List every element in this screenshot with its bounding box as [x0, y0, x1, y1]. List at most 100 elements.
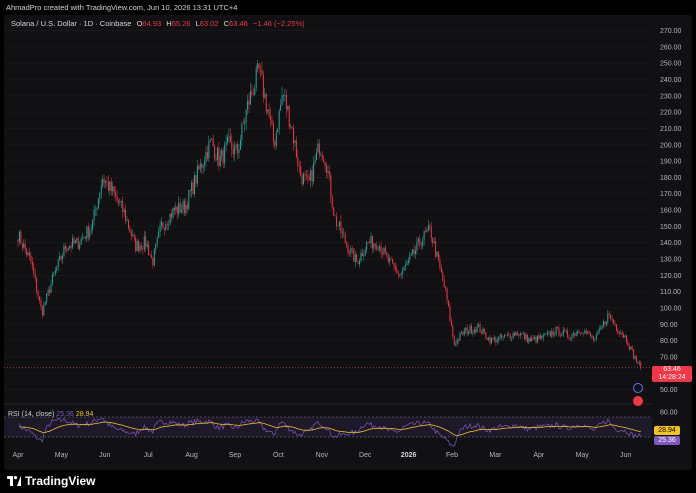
candle-body — [621, 333, 623, 335]
candle-body — [305, 174, 307, 176]
candle-body — [66, 249, 68, 251]
candle-body — [567, 330, 569, 337]
candle-body — [439, 259, 441, 268]
y-tick-label: 240.00 — [660, 77, 682, 84]
candle-body — [33, 266, 35, 274]
candle-body — [152, 257, 154, 266]
candle-body — [575, 333, 577, 336]
candle-body — [79, 244, 81, 249]
alert-icon[interactable] — [633, 383, 643, 393]
countdown-value: 14:28:24 — [658, 374, 686, 381]
candle-body — [36, 278, 38, 292]
candle-body — [409, 255, 411, 260]
candle-body — [54, 270, 56, 274]
candle-body — [83, 237, 85, 238]
candle-body — [508, 334, 510, 335]
candle-body — [212, 138, 214, 147]
candle-body — [389, 258, 391, 262]
candle-body — [514, 333, 516, 336]
rsi-legend[interactable]: RSI (14, close) 25.36 28.94 — [8, 411, 93, 418]
candle-body — [195, 175, 197, 184]
candle-body — [59, 256, 61, 260]
candle-body — [356, 254, 358, 262]
candle-body — [159, 225, 161, 232]
candle-body — [129, 228, 131, 233]
candle-body — [592, 336, 594, 340]
candle-body — [237, 144, 239, 154]
candle-body — [498, 336, 500, 341]
candle-body — [344, 234, 346, 244]
candle-body — [578, 331, 580, 334]
candle-body — [43, 304, 45, 316]
candle-body — [127, 220, 129, 229]
dividend-icon[interactable] — [633, 396, 643, 406]
candle-body — [360, 252, 362, 261]
candle-body — [455, 344, 457, 345]
candle-body — [94, 209, 96, 210]
x-tick-label: Jun — [620, 452, 631, 459]
candle-body — [429, 225, 431, 226]
candle-body — [275, 132, 277, 147]
candle-body — [204, 161, 206, 165]
candle-body — [602, 321, 604, 327]
candle-body — [69, 245, 71, 249]
candle-body — [153, 249, 155, 266]
open-value: 64.93 — [142, 19, 162, 28]
candle-body — [27, 252, 29, 256]
candle-body — [534, 337, 536, 339]
candle-body — [304, 173, 306, 175]
candle-body — [463, 330, 465, 335]
candle-body — [544, 334, 546, 335]
candle-body — [205, 151, 207, 162]
candle-body — [377, 249, 379, 250]
candle-body — [548, 331, 550, 332]
candle-body — [625, 335, 627, 343]
candle-body — [165, 224, 167, 230]
candle-body — [627, 342, 629, 346]
candle-body — [610, 314, 612, 319]
candle-body — [222, 150, 224, 164]
candle-body — [183, 201, 185, 214]
candle-body — [580, 333, 582, 334]
candle-body — [503, 334, 505, 337]
candle-body — [224, 144, 226, 164]
candle-body — [430, 225, 432, 238]
candle-body — [366, 241, 368, 250]
candle-body — [82, 237, 84, 239]
candle-body — [293, 128, 295, 143]
candle-body — [511, 338, 513, 339]
candle-body — [348, 252, 350, 254]
candle-body — [72, 238, 74, 248]
symbol-legend[interactable]: Solana / U.S. Dollar · 1D · Coinbase O64… — [11, 19, 305, 28]
candle-body — [420, 244, 422, 246]
candle-body — [598, 328, 600, 334]
price-grid — [4, 30, 652, 390]
candle-body — [414, 250, 416, 254]
candle-body — [132, 234, 134, 237]
candle-body — [528, 338, 530, 343]
candle-body — [524, 333, 526, 340]
candle-body — [559, 335, 561, 337]
candle-body — [350, 248, 352, 254]
candle-body — [235, 144, 237, 147]
y-tick-label: 270.00 — [660, 28, 682, 35]
tradingview-logo[interactable]: TradingView — [7, 474, 95, 488]
candle-body — [229, 136, 231, 142]
candle-body — [76, 238, 78, 241]
rsi-value-badge: 25.36 — [654, 436, 680, 445]
price-axis: 270.00 260.00 250.00 240.00 230.00 220.00 210.… — [660, 28, 682, 394]
candle-body — [234, 146, 236, 155]
candle-body — [481, 332, 483, 334]
candle-body — [564, 329, 566, 332]
candle-body — [100, 186, 102, 194]
candle-body — [374, 243, 376, 246]
top-bar: AhmadPro created with TradingView.com, J… — [0, 0, 696, 15]
candle-body — [41, 306, 43, 316]
candle-body — [323, 159, 325, 163]
candle-body — [402, 270, 404, 274]
candle-body — [521, 333, 523, 335]
candle-body — [357, 261, 359, 265]
candle-body — [432, 237, 434, 244]
